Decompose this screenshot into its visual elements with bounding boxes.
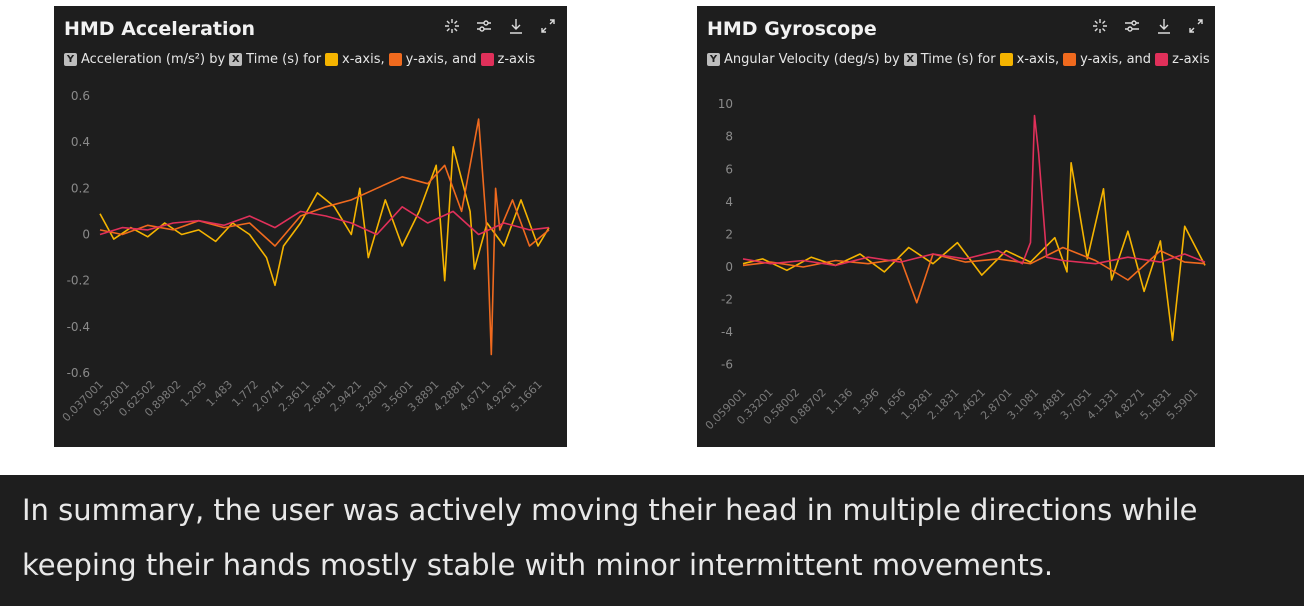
x-axis-swatch[interactable] bbox=[325, 53, 339, 66]
y-axis-legend[interactable]: y-axis, and bbox=[1080, 52, 1152, 67]
y-tick-label: 0 bbox=[725, 260, 733, 274]
x-tag: X bbox=[229, 53, 243, 66]
z-axis-swatch[interactable] bbox=[480, 53, 494, 66]
download-icon[interactable] bbox=[1155, 17, 1173, 35]
x-label: Time (s) for bbox=[920, 52, 996, 67]
y-axis-swatch[interactable] bbox=[1063, 53, 1077, 66]
z-axis-legend[interactable]: z-axis bbox=[497, 52, 536, 67]
y-axis-series-line[interactable] bbox=[99, 118, 550, 356]
y-tick-label: -0.6 bbox=[67, 366, 90, 380]
y-tick-label: 6 bbox=[725, 162, 733, 176]
x-axis-series-line[interactable] bbox=[742, 162, 1206, 342]
y-tag: Y bbox=[64, 53, 77, 66]
panel-toolbar bbox=[1091, 17, 1205, 35]
x-axis-legend[interactable]: x-axis, bbox=[342, 52, 385, 67]
expand-icon[interactable] bbox=[1187, 17, 1205, 35]
gyroscope-panel: 10 8 6 4 2 0 -2 -4 -6 0.059001 0.33201 0.58002 0.887… bbox=[697, 6, 1215, 447]
expand-icon[interactable] bbox=[539, 17, 557, 35]
y-label: Acceleration (m/s²) by bbox=[81, 52, 226, 67]
summary-text: In summary, the user was actively moving… bbox=[0, 475, 1304, 606]
chart-legend: Y Angular Velocity (deg/s) by X Time (s)… bbox=[707, 52, 1214, 67]
y-axis-series-line[interactable] bbox=[742, 246, 1206, 304]
z-axis-swatch[interactable] bbox=[1155, 53, 1169, 66]
acceleration-panel-header: HMD Acceleration bbox=[64, 14, 557, 40]
y-tick-label: 0.2 bbox=[71, 181, 90, 195]
x-tick-label: 1.396 bbox=[850, 386, 881, 417]
panel-title: HMD Acceleration bbox=[64, 18, 256, 40]
download-icon[interactable] bbox=[507, 17, 525, 35]
y-axis-legend[interactable]: y-axis, and bbox=[405, 52, 477, 67]
adjust-icon[interactable] bbox=[1123, 17, 1141, 35]
select-icon[interactable] bbox=[1091, 17, 1109, 35]
y-tick-label: 4 bbox=[725, 195, 733, 209]
x-tick-label: 1.205 bbox=[178, 378, 209, 409]
z-axis-series-line[interactable] bbox=[742, 114, 1206, 267]
adjust-icon[interactable] bbox=[475, 17, 493, 35]
y-tick-label: -0.4 bbox=[67, 320, 90, 334]
panel-toolbar bbox=[443, 17, 557, 35]
y-tick-label: 10 bbox=[718, 97, 733, 111]
x-tick-label: 1.483 bbox=[204, 378, 235, 409]
x-tick-label: 1.136 bbox=[824, 386, 855, 417]
y-tick-label: 0.4 bbox=[71, 135, 90, 149]
summary-line-2: keeping their hands mostly stable with m… bbox=[22, 548, 1054, 582]
acceleration-panel: 0.6 0.4 0.2 0 -0.2 -0.4 -0.6 0.037001 0.32001 0.6… bbox=[54, 6, 567, 447]
x-tag: X bbox=[903, 53, 917, 66]
summary-line-1: In summary, the user was actively moving… bbox=[22, 493, 1198, 527]
gyroscope-chart: 1086420-2-4-60.0590010.332010.580020.887… bbox=[703, 97, 1206, 432]
y-tag: Y bbox=[707, 53, 720, 66]
z-axis-legend[interactable]: z-axis bbox=[1172, 52, 1210, 67]
y-axis-swatch[interactable] bbox=[388, 53, 402, 66]
chart-legend: Y Acceleration (m/s²) by X Time (s) for … bbox=[64, 52, 539, 67]
gyroscope-panel-header: HMD Gyroscope bbox=[707, 14, 1205, 40]
select-icon[interactable] bbox=[443, 17, 461, 35]
y-tick-label: 0 bbox=[82, 228, 90, 242]
acceleration-chart: 0.60.40.20-0.2-0.4-0.60.0370010.320010.6… bbox=[60, 89, 550, 424]
y-tick-label: -2 bbox=[721, 293, 733, 307]
z-axis-series-line[interactable] bbox=[99, 206, 550, 236]
y-tick-label: -4 bbox=[721, 325, 733, 339]
panel-title: HMD Gyroscope bbox=[707, 18, 877, 40]
y-tick-label: 2 bbox=[725, 227, 733, 241]
y-tick-label: 8 bbox=[725, 130, 733, 144]
x-label: Time (s) for bbox=[246, 52, 322, 67]
x-axis-legend[interactable]: x-axis, bbox=[1016, 52, 1060, 67]
x-axis-swatch[interactable] bbox=[999, 53, 1013, 66]
y-label: Angular Velocity (deg/s) by bbox=[724, 52, 900, 67]
y-tick-label: 0.6 bbox=[71, 89, 90, 103]
y-tick-label: -0.2 bbox=[67, 274, 90, 288]
y-tick-label: -6 bbox=[721, 358, 733, 372]
